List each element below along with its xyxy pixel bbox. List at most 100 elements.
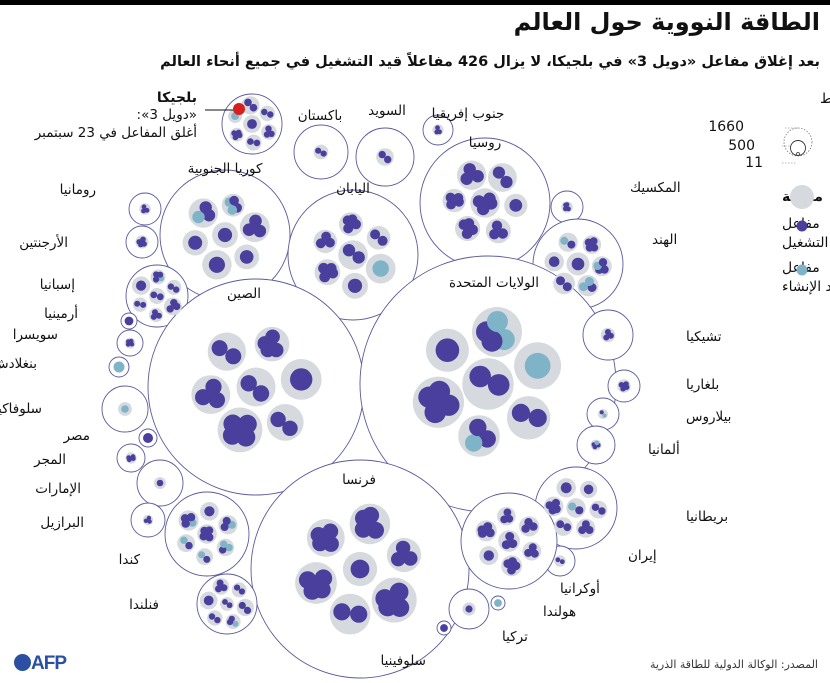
annotation-line-2: أغلق المفاعل في 23 سبتمبر	[34, 123, 197, 141]
reactor-dot	[603, 334, 610, 341]
reactor-dot	[333, 603, 351, 621]
reactor-dot	[166, 305, 174, 313]
reactor-dot	[347, 214, 358, 225]
reactor-dot	[234, 584, 241, 591]
reactor-dot	[391, 552, 406, 567]
reactor-dot	[244, 98, 252, 107]
legend-size-circle-mid	[790, 140, 806, 156]
reactor-dot	[126, 455, 132, 461]
reactor-dot	[180, 536, 188, 544]
reactor-dot	[222, 599, 228, 605]
reactor-dot	[395, 540, 411, 556]
reactor-dot	[581, 520, 590, 529]
reactor-dot	[568, 502, 577, 511]
country-label-sweden: السويد	[368, 103, 406, 119]
reactor-dot	[375, 589, 395, 608]
reactor-dot	[342, 244, 356, 257]
country-label-switzerland: سويسرا	[13, 327, 58, 343]
reactor-dot	[205, 526, 214, 535]
reactor-dot	[238, 601, 246, 610]
reactor-dot	[508, 557, 517, 566]
reactor-dot	[589, 237, 598, 246]
reactor-dot	[215, 585, 222, 593]
reactor-dot	[226, 602, 233, 609]
reactor-dot	[598, 258, 608, 267]
reactor-dot	[267, 111, 274, 118]
reactor-dot	[563, 523, 572, 532]
country-label-finland: فنلندا	[129, 597, 159, 613]
reactor-dot	[461, 228, 473, 239]
reactor-dot	[282, 420, 298, 436]
reactor-dot	[247, 119, 257, 129]
reactor-dot	[188, 235, 203, 250]
reactor-dot	[220, 584, 228, 592]
reactor-dot	[203, 555, 211, 563]
country-label-canada: كندا	[119, 552, 141, 568]
reactor-dot	[599, 410, 604, 415]
reactor-dot	[240, 375, 257, 392]
reactor-dot	[584, 277, 594, 286]
reactor-dot	[314, 569, 333, 587]
reactor-dot	[223, 414, 243, 434]
country-label-iran: إيران	[628, 548, 657, 564]
reactor-dot	[530, 549, 539, 558]
reactor-dot	[192, 210, 205, 224]
station-bubble	[598, 409, 608, 419]
country-label-slovakia: سلوفاكيا	[0, 401, 42, 417]
country-label-belgium: بلجيكا	[157, 90, 197, 106]
reactor-dot	[247, 138, 254, 145]
reactor-dot	[434, 129, 440, 135]
reactor-dot	[469, 418, 487, 437]
reactor-dot	[186, 513, 196, 522]
reactor-dot	[225, 543, 233, 552]
reactor-dot	[113, 361, 125, 373]
reactor-dot	[134, 300, 141, 307]
reactor-dot	[227, 205, 238, 215]
reactor-dot	[232, 620, 239, 627]
legend-operating-label-2: قيد التشغيل	[782, 235, 830, 251]
reactor-dot	[555, 557, 561, 563]
reactor-dot	[214, 616, 221, 624]
reactor-dot	[501, 540, 511, 550]
reactor-dot	[465, 434, 483, 452]
reactor-dot	[440, 624, 448, 632]
reactor-dot	[136, 280, 147, 291]
country-label-egypt: مصر	[63, 428, 90, 444]
country-label-russia: روسيا	[469, 135, 502, 151]
reactor-dot	[238, 588, 245, 595]
legend-station-swatch	[790, 185, 814, 209]
reactor-dot	[500, 175, 513, 189]
station-bubble	[177, 534, 196, 553]
reactor-dot	[321, 231, 331, 242]
reactor-dot	[156, 293, 164, 301]
reactor-dot	[556, 520, 565, 529]
reactor-dot	[524, 548, 533, 557]
reactor-dot	[320, 150, 327, 157]
reactor-dot	[583, 484, 594, 495]
reactor-dot	[618, 382, 625, 388]
reactor-dot	[604, 329, 611, 335]
reactor-dot	[140, 301, 147, 308]
reactor-dot	[559, 559, 565, 565]
reactor-dot	[128, 338, 134, 344]
country-label-germany: ألمانيا	[648, 440, 680, 458]
reactor-dot	[208, 256, 225, 273]
country-label-argentina: الأرجنتين	[19, 234, 68, 251]
reactor-dot	[150, 291, 158, 299]
reactor-dot	[352, 251, 365, 264]
reactor-dot	[560, 236, 569, 245]
reactor-dot	[521, 524, 530, 533]
reactor-dot	[524, 352, 551, 379]
reactor-dot	[435, 125, 440, 131]
reactor-dot	[185, 541, 193, 550]
legend-operating-swatch	[796, 220, 808, 232]
reactor-dot	[556, 276, 565, 286]
reactor-dot	[483, 192, 496, 205]
reactor-dot	[350, 559, 370, 579]
reactor-dot	[602, 413, 607, 418]
reactor-dot	[497, 228, 508, 239]
country-label-india: الهند	[652, 232, 677, 248]
reactor-dot	[146, 515, 152, 521]
reactor-dot	[362, 506, 380, 524]
reactor-dot	[229, 195, 239, 206]
